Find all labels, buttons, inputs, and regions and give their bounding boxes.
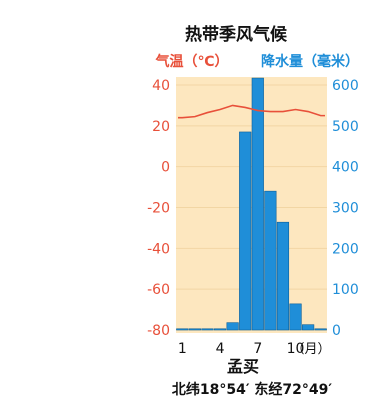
- right-tick-label: 300: [332, 201, 359, 217]
- x-axis-ticks: 1 4 7 10: [178, 341, 305, 357]
- right-axis-label: 降水量（毫米）: [261, 53, 359, 70]
- gridlines: [176, 84, 327, 331]
- coordinates: 北纬18°54′ 东经72°49′: [172, 381, 332, 398]
- x-axis-unit: （月）: [291, 342, 330, 357]
- x-tick-label: 4: [216, 341, 225, 357]
- left-tick-label: -80: [147, 323, 170, 339]
- left-tick-label: -20: [147, 201, 170, 217]
- right-tick-label: 500: [332, 119, 359, 135]
- precipitation-bar: [314, 328, 327, 331]
- precipitation-bar: [239, 131, 252, 331]
- right-tick-label: 100: [332, 282, 359, 298]
- precipitation-bar: [264, 190, 277, 331]
- precipitation-bar: [289, 303, 302, 331]
- plot-background: [176, 77, 327, 333]
- left-axis-label: 气温（℃）: [155, 53, 229, 70]
- left-axis-ticks: 40 20 0 -20 -40 -60 -80: [147, 78, 170, 339]
- precipitation-bar: [176, 328, 189, 331]
- right-tick-label: 600: [332, 78, 359, 94]
- left-tick-label: 20: [152, 119, 170, 135]
- left-tick-label: 0: [161, 160, 170, 176]
- precipitation-bar: [251, 77, 264, 331]
- left-tick-label: -40: [147, 241, 170, 257]
- right-axis-ticks: 600 500 400 300 200 100 0: [332, 78, 359, 339]
- right-tick-label: 0: [332, 323, 341, 339]
- x-tick-label: 7: [253, 341, 262, 357]
- precipitation-bar: [213, 328, 227, 331]
- precipitation-bars: [176, 77, 327, 331]
- right-tick-label: 200: [332, 241, 359, 257]
- right-tick-label: 400: [332, 160, 359, 176]
- left-tick-label: 40: [152, 78, 170, 94]
- left-tick-label: -60: [147, 282, 170, 298]
- precipitation-bar: [276, 221, 290, 331]
- precipitation-bar: [201, 328, 214, 331]
- precipitation-bar: [302, 324, 315, 331]
- x-tick-label: 10: [287, 341, 305, 357]
- chart-title: 热带季风气候: [185, 24, 288, 45]
- temperature-line: [178, 104, 325, 119]
- place-name: 孟买: [227, 357, 259, 376]
- precipitation-bar: [226, 322, 239, 331]
- precipitation-bar: [188, 328, 201, 331]
- x-tick-label: 1: [178, 341, 187, 357]
